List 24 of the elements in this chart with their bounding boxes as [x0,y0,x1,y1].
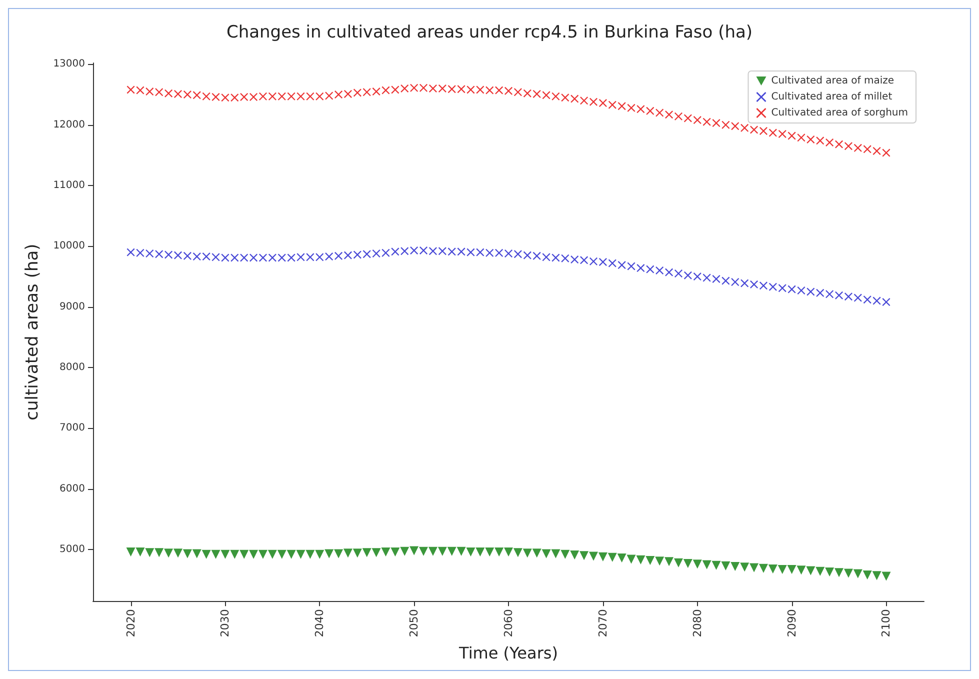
x-axis-title: Time (Years) [458,644,558,662]
x-tick-label: 2020 [124,609,138,638]
y-axis-title: cultivated areas (ha) [22,244,42,420]
y-tick-label: 10000 [53,240,85,252]
y-tick-label: 9000 [60,301,85,312]
x-tick-label: 2050 [408,609,421,638]
legend-label: Cultivated area of millet [771,92,892,102]
legend-label: Cultivated area of maize [771,76,894,86]
y-tick-label: 6000 [60,483,85,494]
x-tick-label: 2060 [502,609,515,638]
y-tick-label: 11000 [53,180,85,192]
x-tick-label: 2030 [218,609,232,638]
x-tick-label: 2090 [785,609,798,638]
chart-title: Changes in cultivated areas under rcp4.5 in Burkina Faso (ha) [226,22,753,42]
x-tick-label: 2080 [690,609,704,638]
legend-label: Cultivated area of sorghum [771,108,908,118]
y-tick-label: 8000 [60,362,85,374]
y-tick-label: 5000 [60,544,85,556]
x-tick-label: 2070 [596,609,610,638]
x-tick-label: 2040 [313,609,326,638]
y-tick-label: 12000 [53,119,85,130]
y-tick-label: 13000 [53,58,85,70]
x-tick-label: 2100 [880,609,893,638]
y-tick-label: 7000 [60,422,85,434]
